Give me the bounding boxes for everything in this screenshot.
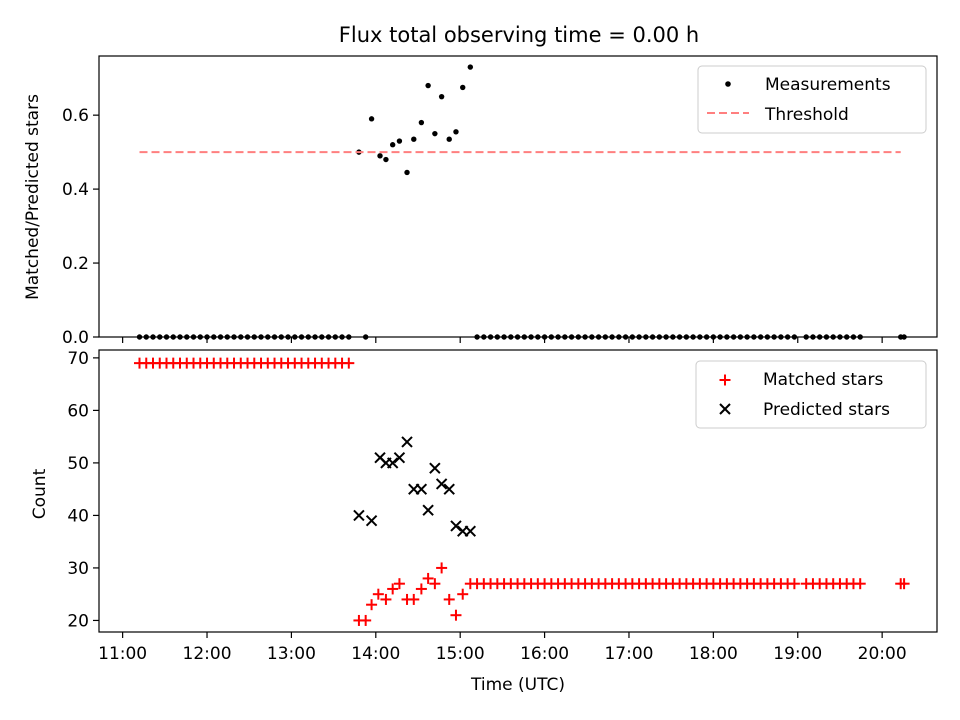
measurements-point	[460, 84, 466, 91]
matched-stars-point	[429, 578, 441, 590]
count-y-ticks: 20 30 40 50 60 70	[67, 349, 99, 631]
predicted-stars-point	[401, 436, 413, 448]
count-plot-frame	[98, 349, 938, 633]
predicted-stars-point	[443, 483, 455, 495]
x-tick-label: 12:00	[183, 644, 232, 664]
matched-stars-point	[898, 578, 910, 590]
measurements-point	[425, 82, 431, 89]
measurements-point	[467, 64, 474, 70]
matched-legend-marker	[719, 374, 731, 386]
threshold-legend-label: Threshold	[764, 105, 849, 125]
measurements-point	[453, 129, 459, 135]
count-y-tick-label: 50	[67, 454, 89, 474]
x-tick-label: 20:00	[858, 644, 907, 664]
matched-legend-label: Matched stars	[763, 370, 883, 390]
ratio-y-axis-label: Matched/Predicted stars	[23, 94, 43, 300]
ratio-y-tick-label: 0.0	[62, 328, 89, 348]
matched-stars-point	[788, 578, 800, 590]
matched-stars-point	[387, 583, 399, 595]
matched-stars-point	[372, 588, 384, 600]
x-tick-label: 17:00	[604, 644, 653, 664]
predicted-stars-point	[393, 451, 406, 464]
matched-stars-point	[343, 357, 355, 369]
predicted-stars-point	[422, 504, 434, 516]
matched-stars-point	[380, 593, 392, 605]
x-tick-label: 15:00	[436, 644, 485, 664]
ratio-legend: Measurements Threshold	[697, 65, 927, 134]
measurements-point	[404, 169, 410, 176]
measurements-point	[411, 136, 417, 142]
ratio-y-tick-label: 0.2	[62, 254, 89, 274]
ratio-x-ticks	[122, 337, 883, 343]
predicted-stars-point	[435, 478, 448, 490]
matched-stars-point	[393, 578, 405, 590]
predicted-stars-point	[415, 483, 428, 495]
matched-stars-point	[436, 562, 448, 574]
matched-stars-point	[408, 593, 420, 605]
ratio-y-tick-label: 0.6	[62, 106, 89, 126]
measurements-point	[432, 130, 438, 137]
matched-stars-point	[854, 578, 866, 590]
count-legend: Matched stars Predicted stars	[695, 360, 927, 429]
measurements-point	[389, 142, 396, 148]
x-tick-label: 19:00	[773, 644, 822, 664]
measurements-point	[438, 93, 445, 100]
x-tick-label: 11:00	[98, 644, 147, 664]
matched-stars-point	[422, 572, 434, 584]
measurements-point	[396, 138, 403, 144]
predicted-stars-point	[464, 525, 477, 537]
matched-stars-point	[415, 583, 427, 595]
matched-stars-point	[443, 593, 455, 605]
measurements-legend-marker	[725, 81, 731, 87]
predicted-stars-point	[365, 514, 378, 527]
predicted-legend-label: Predicted stars	[763, 400, 890, 420]
x-axis-label: Time (UTC)	[470, 675, 565, 695]
count-y-tick-label: 70	[67, 349, 89, 369]
count-marks	[134, 357, 910, 626]
ratio-plot-frame	[98, 55, 938, 338]
measurements-legend-label: Measurements	[765, 75, 891, 95]
x-tick-label: 16:00	[520, 644, 569, 664]
x-tick-label: 13:00	[267, 644, 316, 664]
count-y-tick-label: 20	[67, 611, 89, 631]
ratio-panel: 0.0 0.2 0.4 0.6 Matched/Predicted stars Mea…	[23, 55, 938, 348]
count-panel: 20 30 40 50 60 70 11:00 12:00 13:00 14:00 15:00 16…	[30, 349, 938, 695]
count-y-axis-label: Count	[30, 468, 50, 519]
predicted-legend-marker	[719, 403, 731, 415]
predicted-stars-point	[386, 457, 399, 469]
chart-title: Flux total observing time = 0.00 h	[339, 23, 699, 47]
measurements-point	[368, 116, 375, 122]
matched-stars-point	[450, 609, 462, 621]
predicted-stars-point	[450, 520, 462, 532]
count-y-tick-label: 40	[67, 506, 89, 526]
matched-stars-point	[366, 599, 378, 611]
predicted-stars-point	[353, 509, 365, 522]
ratio-y-tick-label: 0.4	[62, 180, 89, 200]
matched-stars-point	[360, 614, 372, 626]
x-tick-label: 14:00	[351, 644, 400, 664]
count-y-tick-label: 60	[67, 401, 89, 421]
measurements-point	[418, 119, 425, 126]
ratio-y-ticks: 0.0 0.2 0.4 0.6	[62, 106, 99, 348]
predicted-stars-point	[429, 462, 441, 474]
count-legend-box	[695, 360, 927, 429]
matched-stars-point	[457, 588, 469, 600]
x-tick-label: 18:00	[689, 644, 738, 664]
count-y-tick-label: 30	[67, 559, 89, 579]
count-x-ticks: 11:00 12:00 13:00 14:00 15:00 16:00 17:00 18:00…	[98, 632, 907, 664]
measurements-point	[383, 156, 389, 163]
measurements-point	[377, 153, 383, 159]
ratio-legend-box	[697, 65, 927, 134]
measurements-point	[446, 136, 452, 142]
